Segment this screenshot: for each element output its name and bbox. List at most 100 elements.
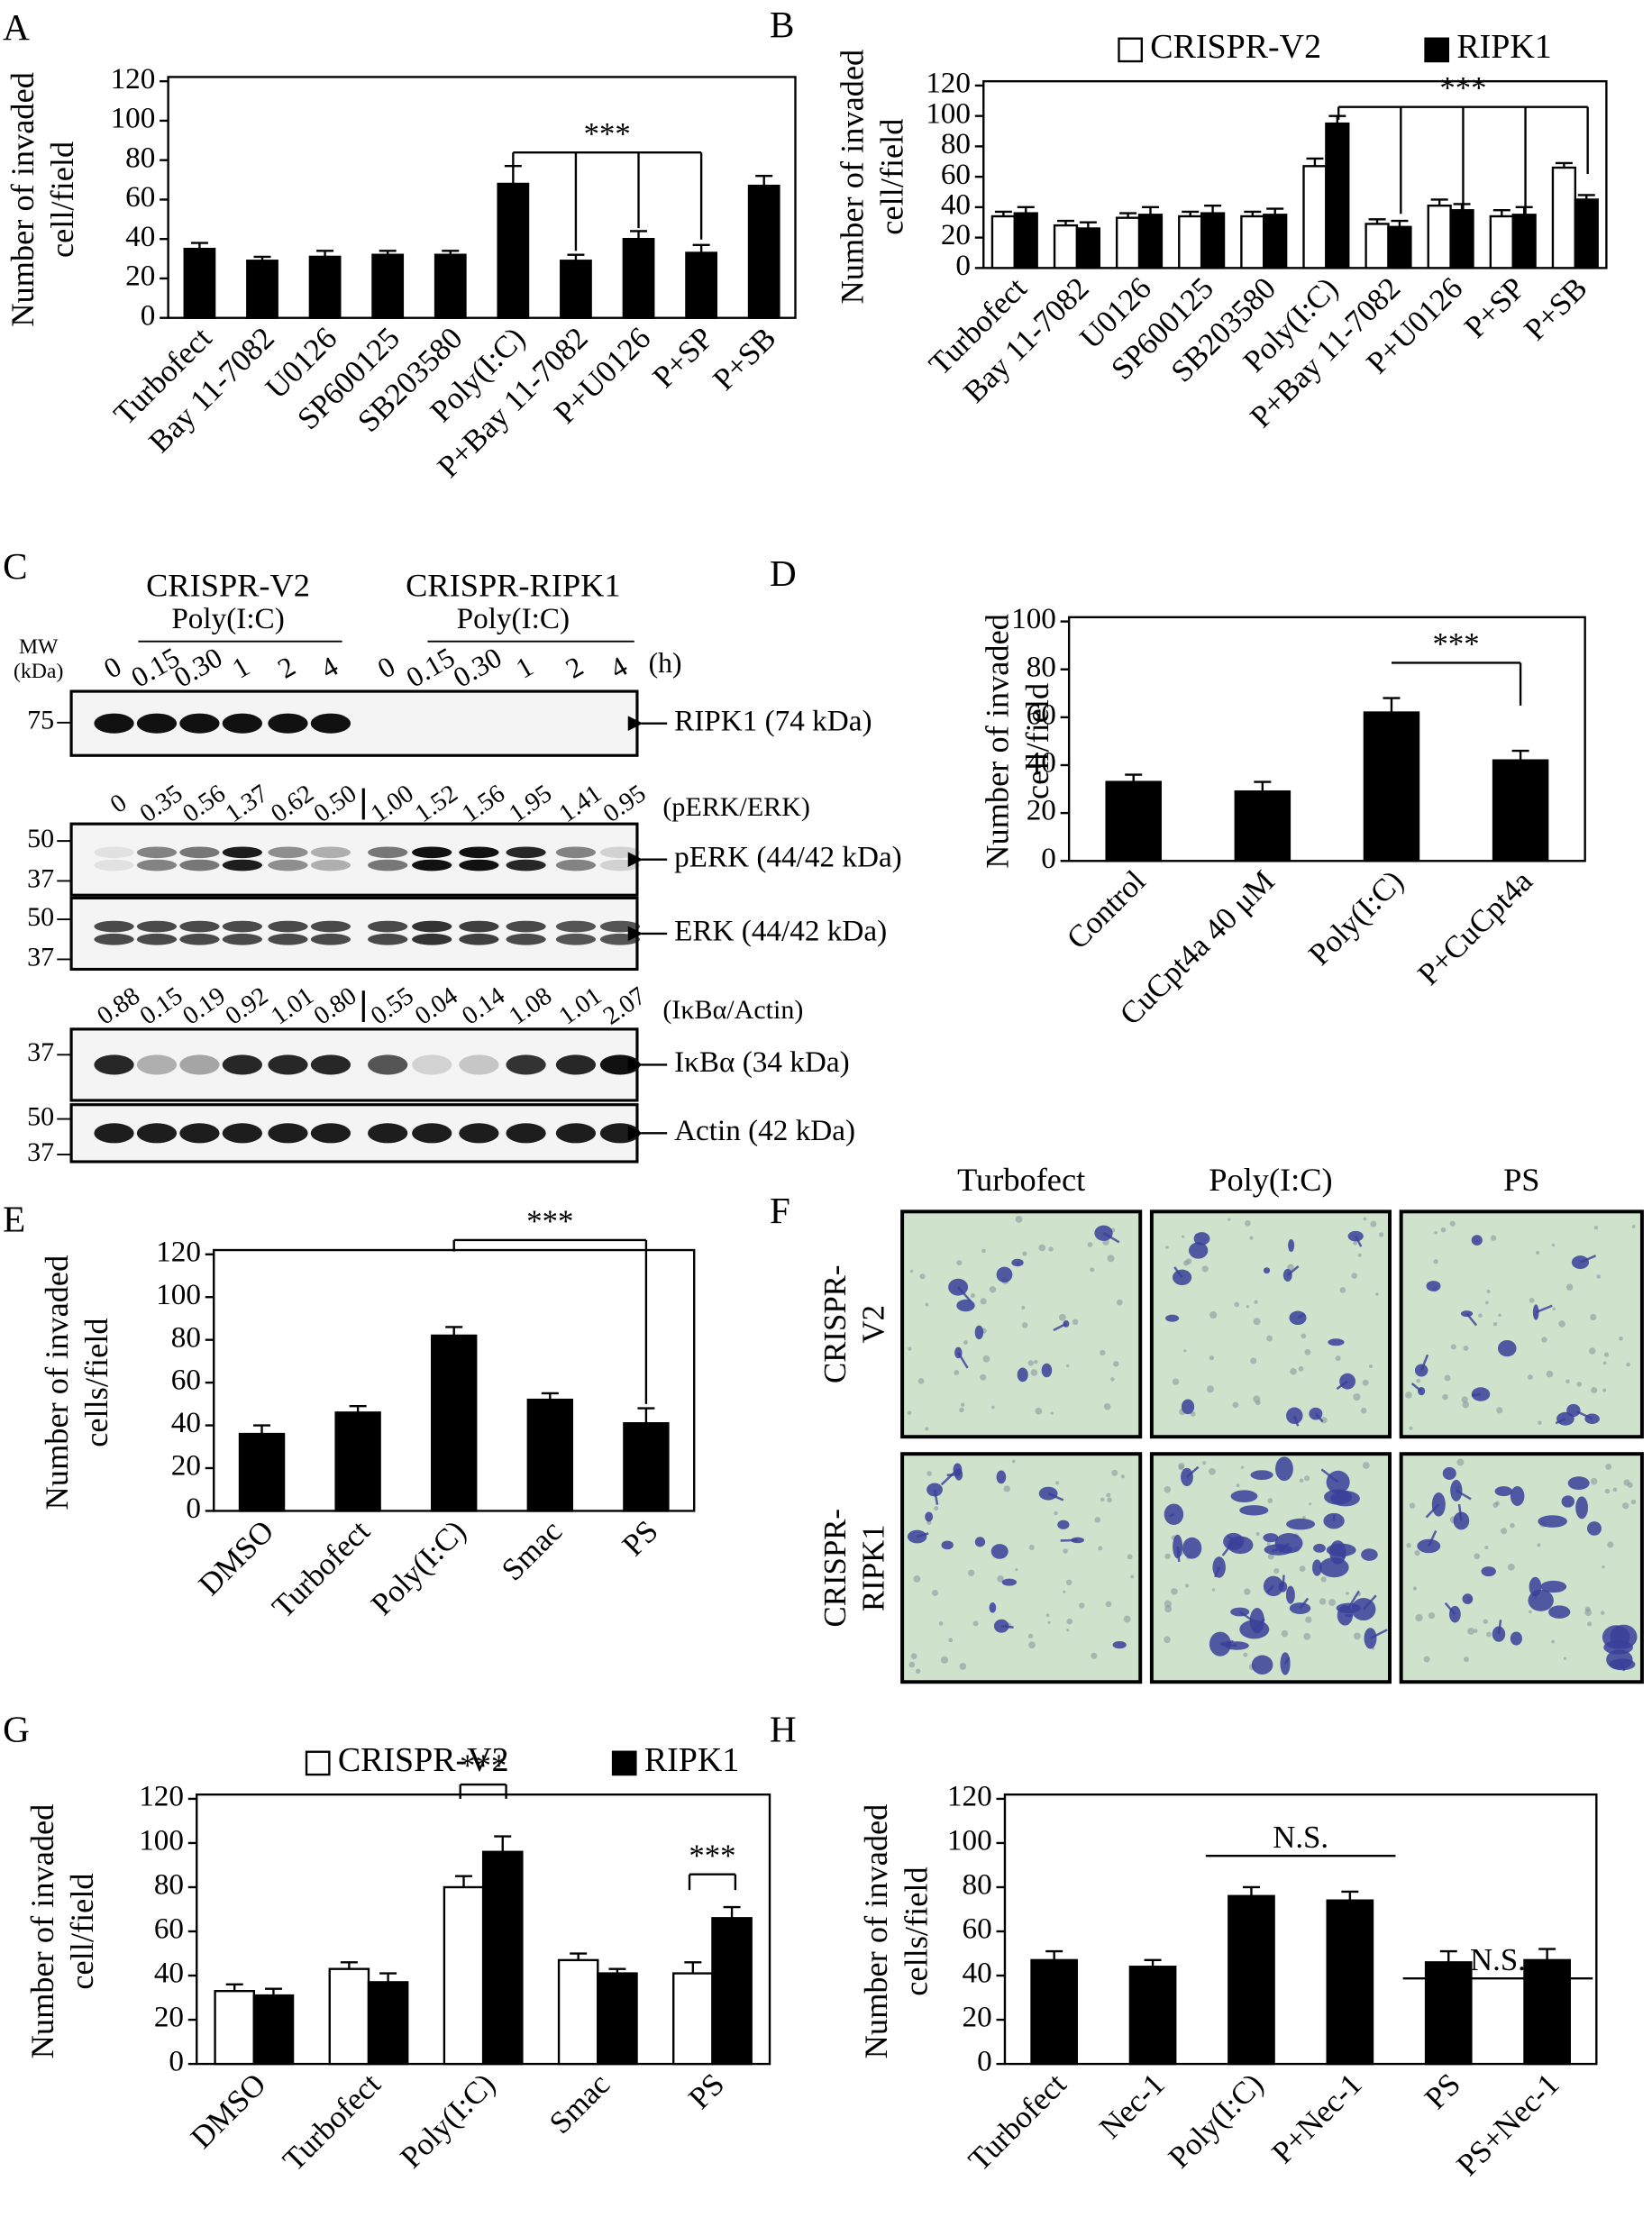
- pore: [959, 1407, 964, 1413]
- pore: [1604, 1488, 1611, 1494]
- pore: [1058, 1313, 1066, 1321]
- x-tick-label: Poly(I:C): [364, 1513, 472, 1621]
- panel-letter: G: [3, 1709, 30, 1750]
- error-bar: [994, 210, 1012, 216]
- bar: [443, 1885, 485, 2066]
- pore: [1576, 1382, 1582, 1387]
- cell-process: [1337, 1551, 1346, 1560]
- pore: [1209, 1355, 1214, 1361]
- blot-band: [136, 713, 178, 734]
- pore: [1164, 1600, 1172, 1608]
- pore: [1184, 1583, 1190, 1588]
- pore: [1266, 1541, 1271, 1546]
- pore: [1612, 1487, 1618, 1492]
- blot-band: [368, 859, 408, 872]
- panel-letter: D: [770, 552, 797, 594]
- pore: [908, 1346, 912, 1351]
- x-tick-label: Smac: [495, 1513, 569, 1587]
- pore: [1467, 1627, 1475, 1635]
- invaded-cell: [1165, 1314, 1180, 1322]
- pore: [1303, 1632, 1311, 1640]
- pore: [1087, 1242, 1093, 1247]
- y-tick-label: 120: [156, 1235, 201, 1268]
- bar: [1325, 122, 1350, 269]
- error-bar: [755, 174, 773, 187]
- error-bar: [1144, 1958, 1162, 1967]
- pore: [1565, 1379, 1570, 1384]
- pore: [1098, 1546, 1103, 1551]
- pore: [1320, 1576, 1327, 1583]
- pore: [1335, 1355, 1341, 1362]
- pore: [1281, 1629, 1289, 1638]
- ratio-value: 0.95: [598, 780, 652, 828]
- pore: [1339, 1287, 1346, 1293]
- annotation: ***: [460, 1748, 507, 1784]
- blot-band: [459, 933, 499, 945]
- pore: [919, 1273, 926, 1280]
- pore: [1496, 1407, 1503, 1414]
- y-tick-label: 80: [941, 127, 971, 160]
- blot-band: [94, 920, 134, 933]
- y-tick-label: 40: [125, 220, 155, 253]
- invaded-cell: [1263, 1533, 1279, 1543]
- y-axis-label: Number of invaded: [5, 72, 41, 327]
- pore: [1183, 1260, 1190, 1266]
- error-bar: [723, 1905, 741, 1919]
- pore: [1055, 1481, 1060, 1485]
- pore: [963, 1340, 968, 1346]
- plot-frame: [1003, 1793, 1598, 2066]
- bar: [1030, 1958, 1079, 2066]
- bar: [1523, 1958, 1571, 2066]
- time-label: 0.30: [169, 642, 227, 694]
- blot-band: [268, 713, 308, 734]
- y-tick-label: 40: [941, 187, 971, 221]
- bar: [560, 260, 592, 319]
- error-bar: [316, 250, 334, 257]
- x-tick-label: Poly(I:C): [393, 2067, 501, 2175]
- pore: [1063, 1548, 1068, 1554]
- blot-band: [599, 933, 641, 945]
- error-bar: [1254, 780, 1272, 792]
- cell-process: [1293, 1415, 1300, 1427]
- bar: [1053, 224, 1079, 269]
- invaded-cell: [1494, 1486, 1513, 1497]
- pore: [1267, 1553, 1274, 1560]
- blot-band: [268, 846, 308, 859]
- error-bar: [1328, 114, 1346, 124]
- x-tick-label: Poly(I:C): [1301, 863, 1410, 972]
- pore: [1015, 1567, 1018, 1572]
- blot-band: [368, 1054, 408, 1075]
- cell-process: [946, 1473, 959, 1477]
- pore: [1590, 1313, 1597, 1321]
- bar: [1137, 214, 1164, 269]
- pore: [1483, 1619, 1489, 1625]
- cell-process: [1428, 1529, 1438, 1547]
- invaded-cell: [1510, 1486, 1525, 1506]
- pore: [1209, 1467, 1216, 1475]
- blot-band: [136, 859, 178, 872]
- x-tick-label: Turbofect: [265, 1513, 377, 1625]
- pore: [1602, 1361, 1607, 1365]
- legend-label: CRISPR-V2: [1150, 28, 1321, 66]
- blot-band: [136, 1054, 178, 1075]
- y-tick-label: 100: [156, 1278, 201, 1311]
- pore: [1178, 1465, 1184, 1471]
- invaded-cell: [1285, 1585, 1295, 1604]
- blot-band: [599, 1123, 641, 1144]
- mw-marker: 50: [27, 1101, 54, 1131]
- blot-band: [368, 933, 408, 945]
- pore: [1172, 1378, 1180, 1385]
- pore: [1240, 1465, 1245, 1469]
- invaded-cell: [948, 1278, 969, 1296]
- pore: [1449, 1220, 1456, 1227]
- error-bar: [637, 1407, 655, 1424]
- y-tick-label: 0: [141, 298, 156, 332]
- cell-process: [1618, 1658, 1626, 1672]
- pore: [1250, 1357, 1257, 1364]
- mw-marker: 75: [27, 706, 54, 735]
- micrograph: [1149, 1209, 1392, 1439]
- pore: [1079, 1602, 1085, 1609]
- blot-band: [222, 1054, 263, 1075]
- cell-process: [917, 1532, 929, 1538]
- cell-process: [1425, 1503, 1440, 1519]
